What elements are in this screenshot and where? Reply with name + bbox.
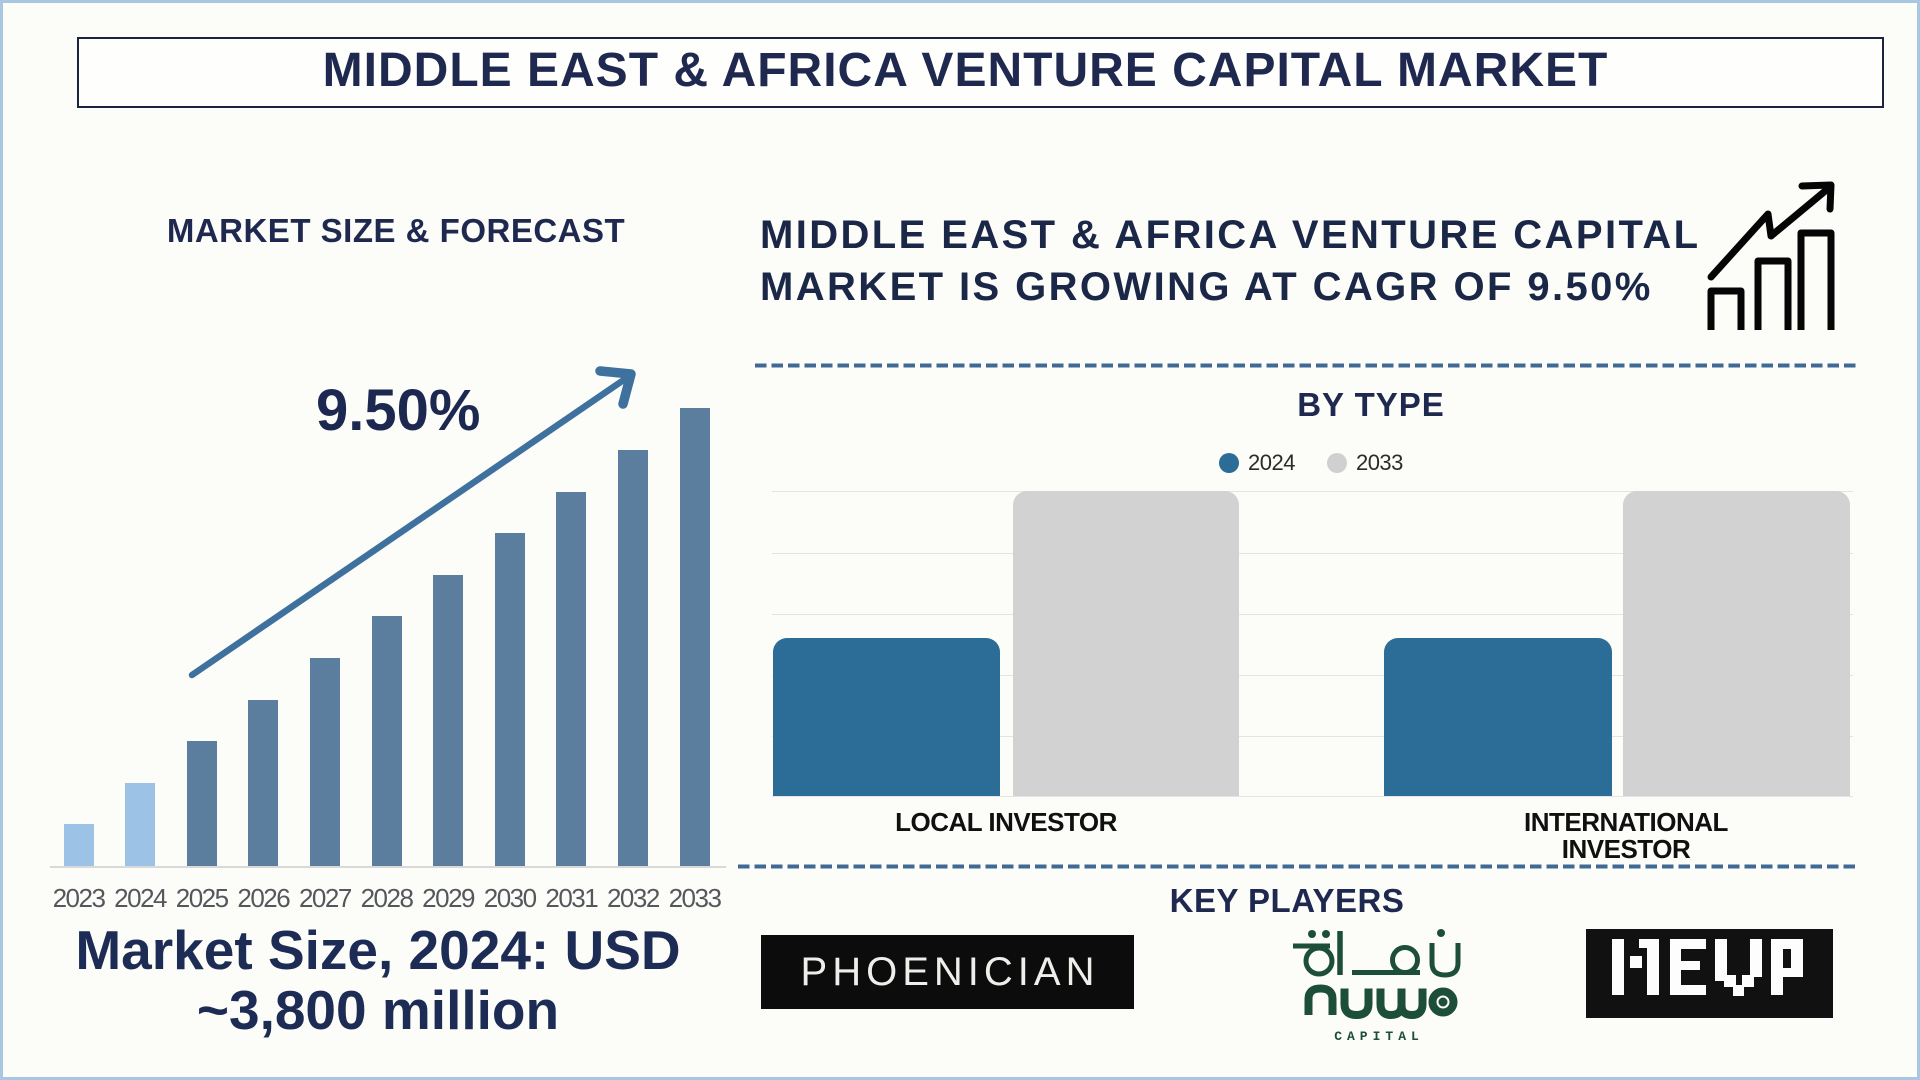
svg-text:CAPITAL: CAPITAL (1334, 1029, 1424, 1044)
